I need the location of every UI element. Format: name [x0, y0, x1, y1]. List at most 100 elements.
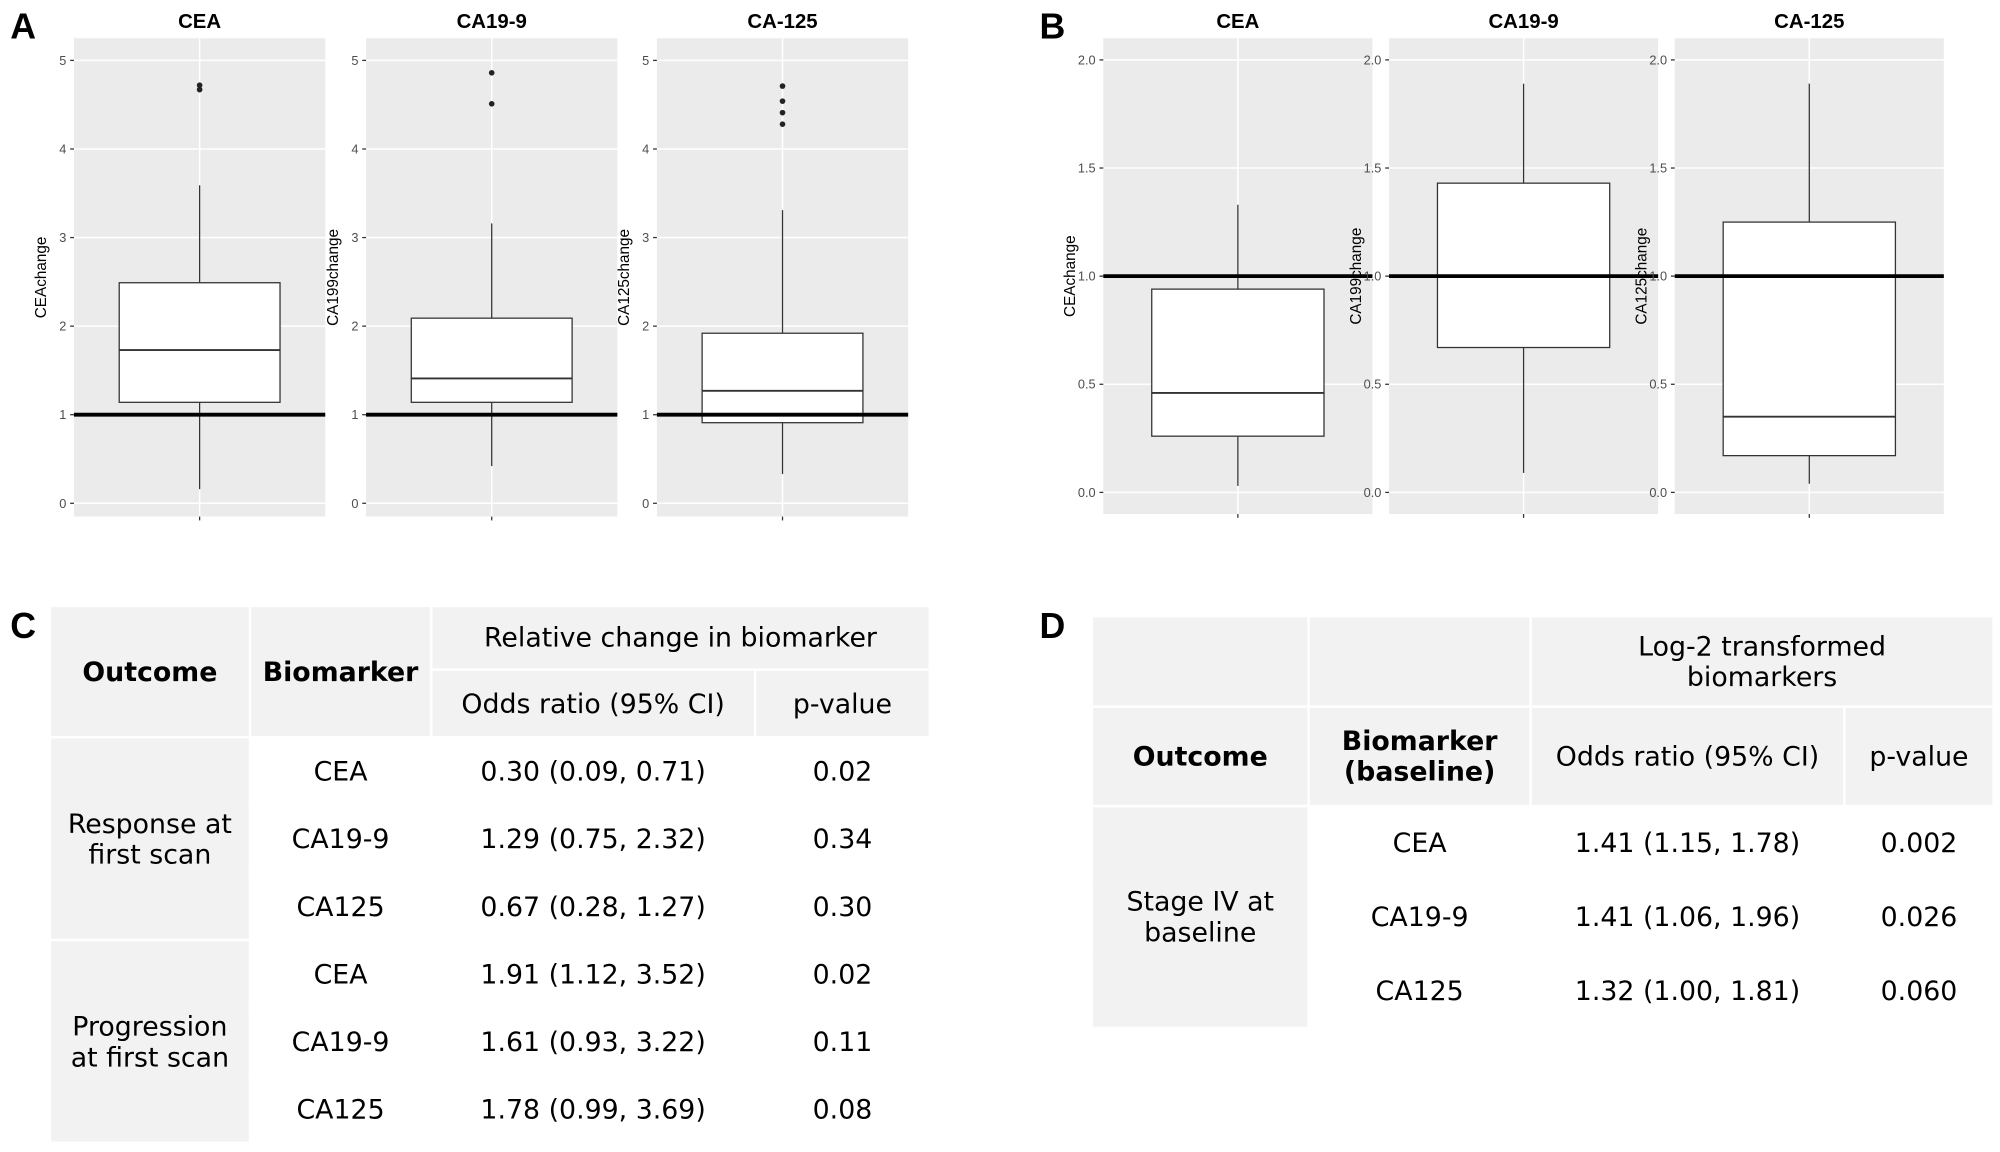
box — [1436, 182, 1611, 349]
data-row: CA125 0.67 (0.28, 1.27) 0.30 — [50, 871, 932, 942]
y-axis-label: CEAchange — [33, 237, 50, 319]
y-tick-label: 2 — [642, 319, 649, 334]
chart-title: CA-125 — [1774, 11, 1844, 33]
header-cell: p-value — [753, 668, 932, 739]
table-cell: CEA — [1307, 804, 1532, 882]
box — [1151, 288, 1325, 437]
y-tick-label: 0 — [351, 496, 358, 511]
table-d: Log-2 transformed biomarkers Outcome Bioma… — [1090, 614, 1995, 1030]
outlier — [779, 109, 786, 116]
y-tick-label: 0.5 — [1649, 377, 1667, 392]
y-tick-label: 5 — [59, 53, 66, 68]
header-row: Outcome Biomarker Relative change in bioma… — [48, 604, 932, 739]
table-cell: 0.026 — [1843, 878, 1995, 956]
data-row: Stage IV at baseline CEA 1.41 (1.15, 1.78)… — [1090, 804, 1995, 1030]
y-tick-label: 3 — [351, 230, 358, 245]
y-tick-label: 2 — [59, 319, 66, 334]
table-cell: 0.060 — [1843, 952, 1995, 1030]
chart-title: CA19-9 — [1488, 11, 1558, 33]
outcome-cell: Response at first scan — [48, 735, 252, 942]
table-cell: 0.02 — [753, 938, 932, 1009]
header-cell: Biomarker (baseline) — [1307, 705, 1532, 808]
table-cell: 0.30 — [753, 871, 932, 942]
header-cell: Outcome — [1090, 705, 1310, 808]
data-row: CA125 1.32 (1.00, 1.81) 0.060 — [1092, 952, 1995, 1030]
y-tick-label: 0.0 — [1649, 485, 1667, 500]
table-cell: 1.41 (1.15, 1.78) — [1529, 804, 1846, 882]
y-tick-label: 0 — [642, 496, 649, 511]
panel-label: A — [10, 6, 36, 46]
outlier — [779, 83, 786, 89]
table-cell: CA125 — [248, 1073, 433, 1145]
table-cell: CA19-9 — [248, 1006, 433, 1077]
group-header-text: Log-2 transformed biomarkers — [1638, 630, 1887, 692]
panel-label: B — [1040, 6, 1066, 46]
header-cell: Biomarker — [248, 604, 433, 739]
y-tick-label: 1.5 — [1649, 160, 1667, 175]
outlier — [488, 101, 495, 107]
data-row: CA19-9 1.29 (0.75, 2.32) 0.34 — [50, 803, 932, 874]
y-tick-label: 0.5 — [1364, 377, 1382, 392]
chart-title: CEA — [178, 11, 221, 33]
chart-title: CA-125 — [747, 11, 817, 33]
data-row: CA125 1.78 (0.99, 3.69) 0.08 — [50, 1073, 932, 1145]
box — [1722, 221, 1897, 457]
y-tick-label: 5 — [351, 53, 358, 68]
outlier — [779, 121, 786, 127]
outlier — [779, 98, 786, 104]
header-cell: Outcome — [48, 604, 252, 739]
outlier — [196, 82, 203, 89]
y-tick-label: 2.0 — [1078, 52, 1096, 67]
y-tick-label: 1.0 — [1364, 269, 1382, 284]
table-cell: CA19-9 — [1307, 878, 1532, 956]
table-cell: 0.002 — [1843, 804, 1995, 882]
table-cell: CA19-9 — [248, 803, 433, 874]
outcome-cell: Stage IV at baseline — [1090, 804, 1310, 1030]
panel-label: D — [1040, 606, 1066, 646]
table-cell: 0.02 — [753, 735, 932, 807]
panel-label: C — [10, 606, 36, 646]
table-cell: 0.34 — [753, 803, 932, 874]
y-tick-label: 2.0 — [1649, 52, 1667, 67]
y-axis-label: CA125change — [616, 229, 633, 326]
table-cell: 0.11 — [753, 1006, 932, 1077]
header-row: Odds ratio (95% CI) p-value — [50, 668, 932, 739]
outcome-cell: Progression at first scan — [48, 938, 252, 1145]
y-axis-label: CA199change — [325, 229, 342, 326]
header-cell: p-value — [1843, 705, 1995, 808]
outlier — [488, 70, 495, 76]
box — [118, 282, 281, 403]
table-cell: 1.29 (0.75, 2.32) — [429, 803, 757, 874]
y-tick-label: 1.0 — [1078, 269, 1096, 284]
group-header: Log-2 transformed biomarkers — [1529, 614, 1995, 708]
chart-title: CA19-9 — [457, 11, 527, 33]
header-cell — [1090, 614, 1310, 708]
table-c: Outcome Biomarker Relative change in bioma… — [48, 604, 932, 1145]
data-row: Progression at first scan CEA 1.91 (1.12, … — [48, 938, 932, 1145]
header-cell: Odds ratio (95% CI) — [1529, 705, 1846, 808]
table-cell: CA125 — [248, 871, 433, 942]
data-row: CA19-9 1.41 (1.06, 1.96) 0.026 — [1092, 878, 1995, 956]
header-row: Outcome Biomarker (baseline) Odds ratio (9… — [1090, 705, 1995, 808]
y-axis-label: CA125change — [1634, 228, 1651, 325]
table-cell: 0.08 — [753, 1073, 932, 1145]
y-axis-label: CA199change — [1348, 228, 1365, 325]
data-row: Response at first scan CEA 0.30 (0.09, 0.7… — [48, 735, 932, 942]
y-tick-label: 2 — [351, 319, 358, 334]
box — [410, 317, 573, 403]
y-tick-label: 3 — [642, 230, 649, 245]
y-tick-label: 1.5 — [1364, 160, 1382, 175]
header-row: Log-2 transformed biomarkers — [1090, 614, 1995, 708]
y-tick-label: 0.0 — [1078, 485, 1096, 500]
outlier — [196, 86, 203, 93]
y-tick-label: 0.5 — [1078, 377, 1096, 392]
y-tick-label: 0.0 — [1364, 485, 1382, 500]
table-cell: 0.67 (0.28, 1.27) — [429, 871, 757, 942]
table-cell: 1.78 (0.99, 3.69) — [429, 1073, 757, 1145]
table-cell: 1.41 (1.06, 1.96) — [1529, 878, 1846, 956]
y-tick-label: 2.0 — [1364, 52, 1382, 67]
table-cell: 1.32 (1.00, 1.81) — [1529, 952, 1846, 1030]
table-cell: 0.30 (0.09, 0.71) — [429, 735, 757, 807]
